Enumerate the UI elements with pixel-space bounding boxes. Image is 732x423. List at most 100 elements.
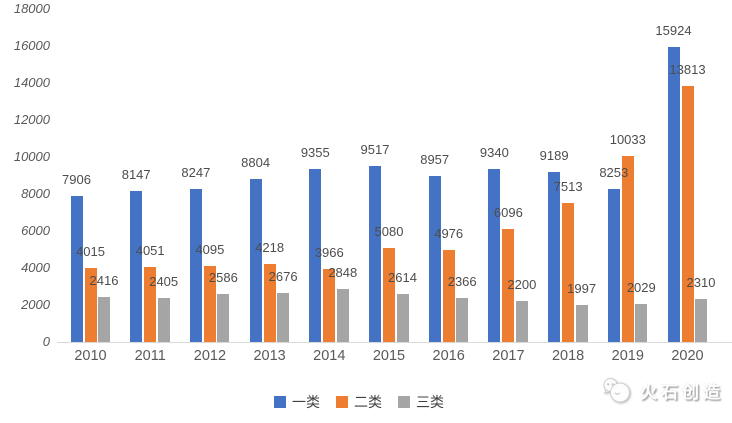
- bar: [336, 289, 349, 342]
- y-tick-label: 0: [42, 334, 50, 349]
- legend-label: 二类: [354, 394, 382, 410]
- data-label: 8147: [121, 167, 151, 183]
- bar: [217, 294, 230, 342]
- x-tick-label: 2015: [372, 348, 406, 364]
- x-tick-label: 2018: [551, 348, 585, 364]
- data-label: 8804: [241, 155, 271, 171]
- data-label: 2614: [388, 269, 417, 285]
- data-label: 4095: [195, 242, 225, 258]
- flint-chat-logo-icon: [603, 378, 630, 403]
- bar: [309, 168, 322, 342]
- data-label: 7906: [62, 171, 91, 187]
- bar: [323, 268, 336, 342]
- data-label: 8957: [420, 152, 450, 168]
- data-label: 4976: [434, 225, 464, 241]
- data-label: 2848: [328, 265, 358, 281]
- x-tick-label: 2010: [74, 348, 107, 364]
- x-tick-label: 2020: [671, 348, 704, 364]
- watermark-text: 火石创造: [640, 383, 724, 402]
- y-tick-label: 12000: [13, 112, 50, 127]
- bar: [189, 189, 202, 342]
- data-label: 4218: [255, 239, 285, 255]
- bar: [98, 297, 110, 342]
- bar: [667, 47, 680, 342]
- legend-swatch: [398, 396, 410, 408]
- data-label: 2676: [268, 268, 298, 284]
- x-tick-label: 2019: [611, 348, 644, 364]
- bar: [607, 189, 620, 342]
- data-label: 9517: [360, 141, 390, 157]
- data-label: 9340: [479, 145, 509, 161]
- x-tick-label: 2017: [492, 348, 525, 364]
- data-label: 9189: [539, 148, 569, 164]
- data-label: 2405: [149, 273, 179, 289]
- data-label: 2310: [686, 275, 716, 291]
- watermark: 火石创造: [601, 377, 724, 404]
- data-label: 9355: [300, 144, 330, 160]
- y-tick-label: 4000: [21, 260, 50, 275]
- x-tick-label: 2014: [313, 348, 346, 364]
- data-label: 2029: [626, 280, 656, 296]
- x-tick-label: 2016: [432, 348, 465, 364]
- data-label: 10033: [609, 132, 646, 148]
- legend-item: 二类: [336, 392, 382, 412]
- bar: [681, 86, 694, 342]
- y-tick-label: 18000: [13, 1, 50, 16]
- y-tick-label: 2000: [21, 297, 50, 312]
- legend: 一类 二类 三类: [0, 392, 718, 412]
- y-tick-label: 8000: [21, 186, 50, 201]
- data-label: 1997: [567, 281, 597, 297]
- bar: [488, 169, 501, 342]
- bar: [548, 172, 561, 342]
- bar: [562, 203, 575, 342]
- legend-item: 一类: [274, 392, 320, 412]
- bar: [369, 165, 381, 342]
- bar: [635, 304, 648, 342]
- bar: [130, 191, 143, 342]
- bar: [277, 292, 290, 342]
- x-tick-label: 2011: [134, 348, 166, 364]
- y-tick-label: 14000: [13, 75, 50, 90]
- data-label: 3966: [314, 244, 344, 260]
- data-label: 8253: [599, 165, 629, 181]
- x-tick-label: 2012: [193, 348, 227, 364]
- data-label: 6096: [493, 205, 523, 221]
- y-tick-label: 16000: [13, 38, 50, 53]
- bar: [70, 195, 83, 342]
- bar: [515, 301, 528, 342]
- x-tick-label: 2013: [253, 348, 286, 364]
- data-label: 13813: [669, 62, 706, 78]
- data-label: 8247: [181, 165, 211, 181]
- bar: [428, 176, 441, 342]
- bar: [621, 156, 634, 342]
- bar: [84, 267, 97, 342]
- bar: [695, 299, 707, 342]
- bar: [442, 249, 455, 342]
- x-axis-line: [57, 342, 732, 343]
- data-label: 4015: [76, 243, 105, 259]
- bar: [263, 263, 276, 342]
- legend-swatch: [336, 396, 348, 408]
- y-tick-label: 6000: [21, 223, 50, 238]
- bar: [383, 248, 395, 342]
- bar: [144, 267, 157, 342]
- data-label: 7513: [553, 179, 583, 195]
- legend-swatch: [274, 396, 286, 408]
- bar: [203, 266, 216, 342]
- data-label: 4051: [135, 243, 165, 259]
- bar: [575, 305, 588, 342]
- bar: [157, 297, 170, 342]
- legend-label: 三类: [416, 394, 444, 410]
- plot-area: 7906 4015 2416 8147 4051 2405 8247 4095 2586 8804…: [62, 23, 716, 342]
- bar: [502, 229, 515, 342]
- data-label: 2200: [507, 277, 537, 293]
- data-label: 15924: [655, 23, 692, 39]
- y-tick-label: 10000: [13, 149, 50, 164]
- legend-item: 三类: [398, 392, 444, 412]
- legend-label: 一类: [292, 394, 320, 410]
- bar: [396, 293, 409, 342]
- bar: [456, 298, 469, 342]
- bar: [249, 179, 262, 342]
- data-label: 2416: [89, 273, 119, 289]
